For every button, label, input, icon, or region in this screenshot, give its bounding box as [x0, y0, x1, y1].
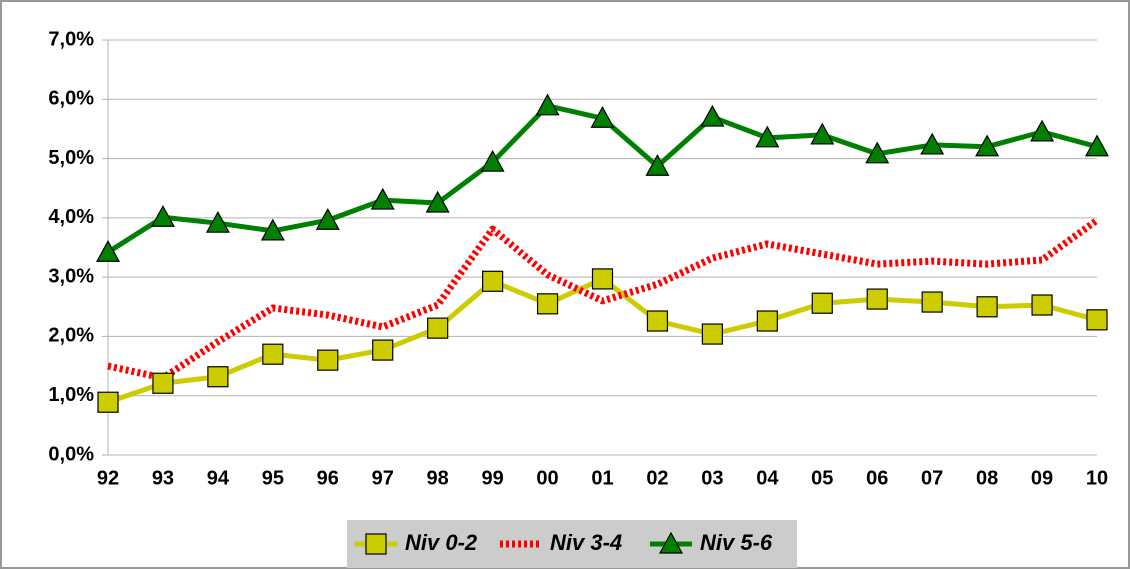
marker [590, 106, 615, 128]
marker [1031, 294, 1053, 316]
legend-box [347, 520, 797, 568]
marker [810, 122, 835, 145]
y-tick-label: 3,0% [48, 265, 94, 287]
x-tick-label: 03 [701, 467, 723, 489]
marker [207, 366, 229, 388]
marker [262, 343, 284, 365]
x-tick-label: 94 [207, 467, 230, 489]
x-tick-label: 02 [646, 467, 668, 489]
x-tick-label: 05 [811, 467, 833, 489]
marker [1030, 119, 1055, 142]
marker [95, 239, 121, 262]
marker [1086, 309, 1108, 331]
marker [317, 349, 339, 371]
marker [755, 125, 780, 148]
marker [866, 288, 888, 310]
marker [591, 268, 614, 290]
x-tick-label: 08 [976, 467, 998, 489]
marker [865, 141, 890, 164]
x-tick-label: 00 [536, 467, 558, 489]
marker [535, 93, 560, 116]
x-tick-label: 96 [317, 467, 339, 489]
marker [920, 132, 945, 155]
marker [152, 372, 174, 394]
x-tick-label: 07 [921, 467, 943, 489]
marker [1084, 134, 1110, 157]
x-tick-label: 09 [1031, 467, 1053, 489]
y-tick-label: 2,0% [48, 325, 94, 347]
legend: Niv 0-2 Niv 3-4 Niv 5-6 [355, 530, 773, 555]
marker [482, 270, 504, 292]
y-tick-label: 5,0% [48, 147, 94, 169]
x-tick-label: 93 [152, 467, 174, 489]
marker [811, 292, 833, 314]
marker [658, 531, 684, 554]
marker [150, 205, 175, 227]
x-tick-label: 95 [262, 467, 284, 489]
marker [205, 210, 230, 233]
marker [700, 104, 725, 127]
x-tick-label: 10 [1086, 467, 1108, 489]
y-tick-label: 0,0% [48, 443, 94, 465]
y-tick-label: 7,0% [48, 28, 94, 50]
x-tick-label: 99 [481, 467, 503, 489]
x-tick-label: 06 [866, 467, 888, 489]
legend-label: Niv 5-6 [700, 530, 773, 555]
marker [370, 187, 395, 210]
marker [97, 391, 119, 413]
legend-label: Niv 3-4 [550, 530, 622, 555]
marker [975, 134, 1000, 157]
marker [372, 339, 394, 361]
x-tick-label: 92 [97, 467, 119, 489]
marker [646, 310, 669, 332]
marker [921, 291, 943, 313]
marker [425, 190, 450, 213]
marker [756, 310, 778, 332]
y-tick-label: 6,0% [48, 88, 94, 110]
marker [645, 154, 670, 176]
y-tick-label: 1,0% [48, 384, 94, 406]
marker [701, 323, 723, 345]
marker [480, 149, 505, 172]
x-tick-label: 98 [427, 467, 449, 489]
x-tick-label: 04 [756, 467, 779, 489]
marker [315, 207, 340, 230]
marker [365, 533, 387, 555]
series-line [107, 217, 1100, 382]
x-tick-label: 97 [372, 467, 394, 489]
marker [260, 218, 285, 241]
marker [536, 293, 559, 315]
marker [976, 296, 998, 318]
legend-label: Niv 0-2 [405, 530, 478, 555]
x-tick-label: 01 [591, 467, 613, 489]
y-tick-label: 4,0% [48, 206, 94, 228]
marker [427, 317, 449, 339]
